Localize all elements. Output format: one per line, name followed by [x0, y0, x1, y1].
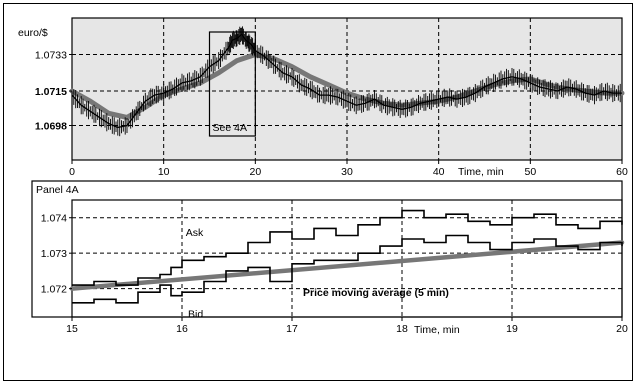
x-tick-label: 17 [286, 323, 298, 335]
moving-average-label: Price moving average (5 min) [303, 287, 449, 299]
main-xlabel: Time, min [458, 166, 504, 178]
bid-line [72, 234, 623, 304]
x-tick-label: 15 [66, 323, 78, 335]
x-tick-label: 19 [506, 323, 518, 335]
x-tick-label: 18 [396, 323, 408, 335]
y-tick-label: 1.0698 [35, 121, 67, 133]
ask-line [72, 209, 623, 286]
main-price-series [71, 26, 622, 137]
moving-average-line [69, 240, 625, 291]
ask-label: Ask [186, 227, 204, 239]
y-tick-label: 1.072 [41, 284, 67, 296]
x-tick-label: 50 [524, 166, 536, 178]
bid-series [72, 234, 623, 304]
panel-4a-plot-area [71, 199, 623, 318]
moving-average-series [69, 240, 625, 291]
ask-series [72, 209, 623, 286]
price-line [71, 33, 622, 129]
x-tick-label: 30 [341, 166, 353, 178]
x-tick-label: 20 [616, 323, 628, 335]
x-tick-label: 20 [249, 166, 261, 178]
main-ylabel: euro/$ [18, 27, 48, 39]
main-y-ticks: 1.0698 1.0715 1.0733 [35, 50, 72, 133]
y-tick-label: 1.0733 [35, 50, 67, 62]
y-tick-label: 1.074 [41, 213, 67, 225]
panel-4a-xlabel: Time, min [414, 324, 460, 336]
x-tick-label: 40 [433, 166, 445, 178]
panel-4a-y-ticks: 1.072 1.073 1.074 [41, 213, 72, 296]
panel-4a-x-ticks: 15 16 17 18 19 20 [66, 317, 628, 335]
main-x-ticks: 0 10 20 30 40 50 60 [69, 160, 628, 178]
see-4a-label: See 4A [213, 122, 247, 134]
x-tick-label: 16 [176, 323, 188, 335]
x-tick-label: 10 [158, 166, 170, 178]
x-tick-label: 60 [616, 166, 628, 178]
main-chart: See 4A euro/$ 1.0698 1.0715 1.0733 0 10 20 30… [18, 17, 628, 178]
panel-4a: Panel 4A 1.072 1.073 1.074 15 16 17 18 19 20 Ti… [31, 180, 628, 336]
y-tick-label: 1.0715 [35, 86, 67, 98]
bid-label: Bid [188, 308, 203, 320]
x-tick-label: 0 [69, 166, 75, 178]
see-4a-box [208, 31, 256, 137]
panel-4a-title: Panel 4A [36, 184, 79, 196]
y-tick-label: 1.073 [41, 248, 67, 260]
